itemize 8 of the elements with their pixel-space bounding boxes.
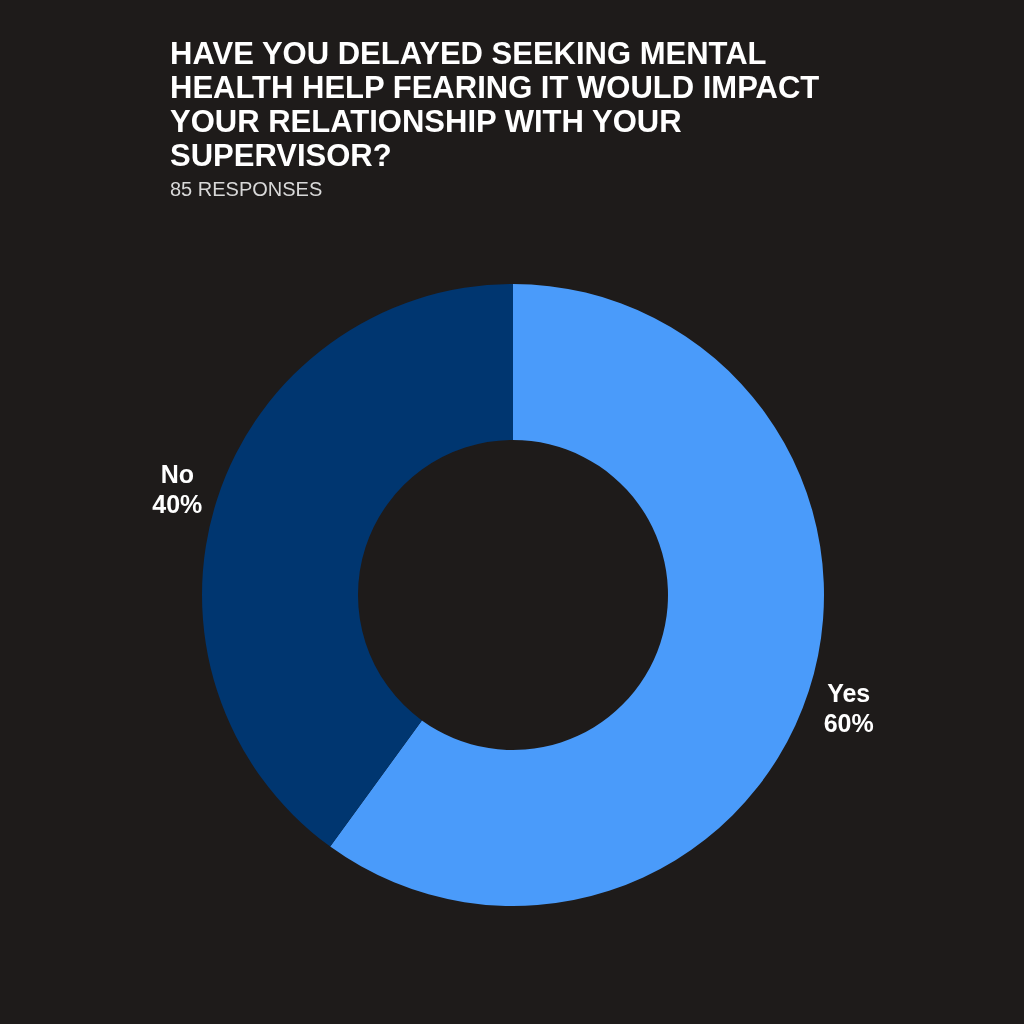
donut-slice <box>202 284 513 847</box>
chart-title: HAVE YOU DELAYED SEEKING MENTAL HEALTH HELP FEARING IT WOULD IMPACT YOUR RELATIONSHIP WITH YOUR SUPERVISOR? <box>170 36 820 173</box>
slice-label: No <box>160 460 194 489</box>
chart-subtitle: 85 RESPONSES <box>170 178 323 200</box>
slice-label: Yes <box>827 678 871 707</box>
data-label: 60% <box>823 708 874 737</box>
donut-slice <box>330 284 824 906</box>
data-label: 40% <box>152 490 203 519</box>
